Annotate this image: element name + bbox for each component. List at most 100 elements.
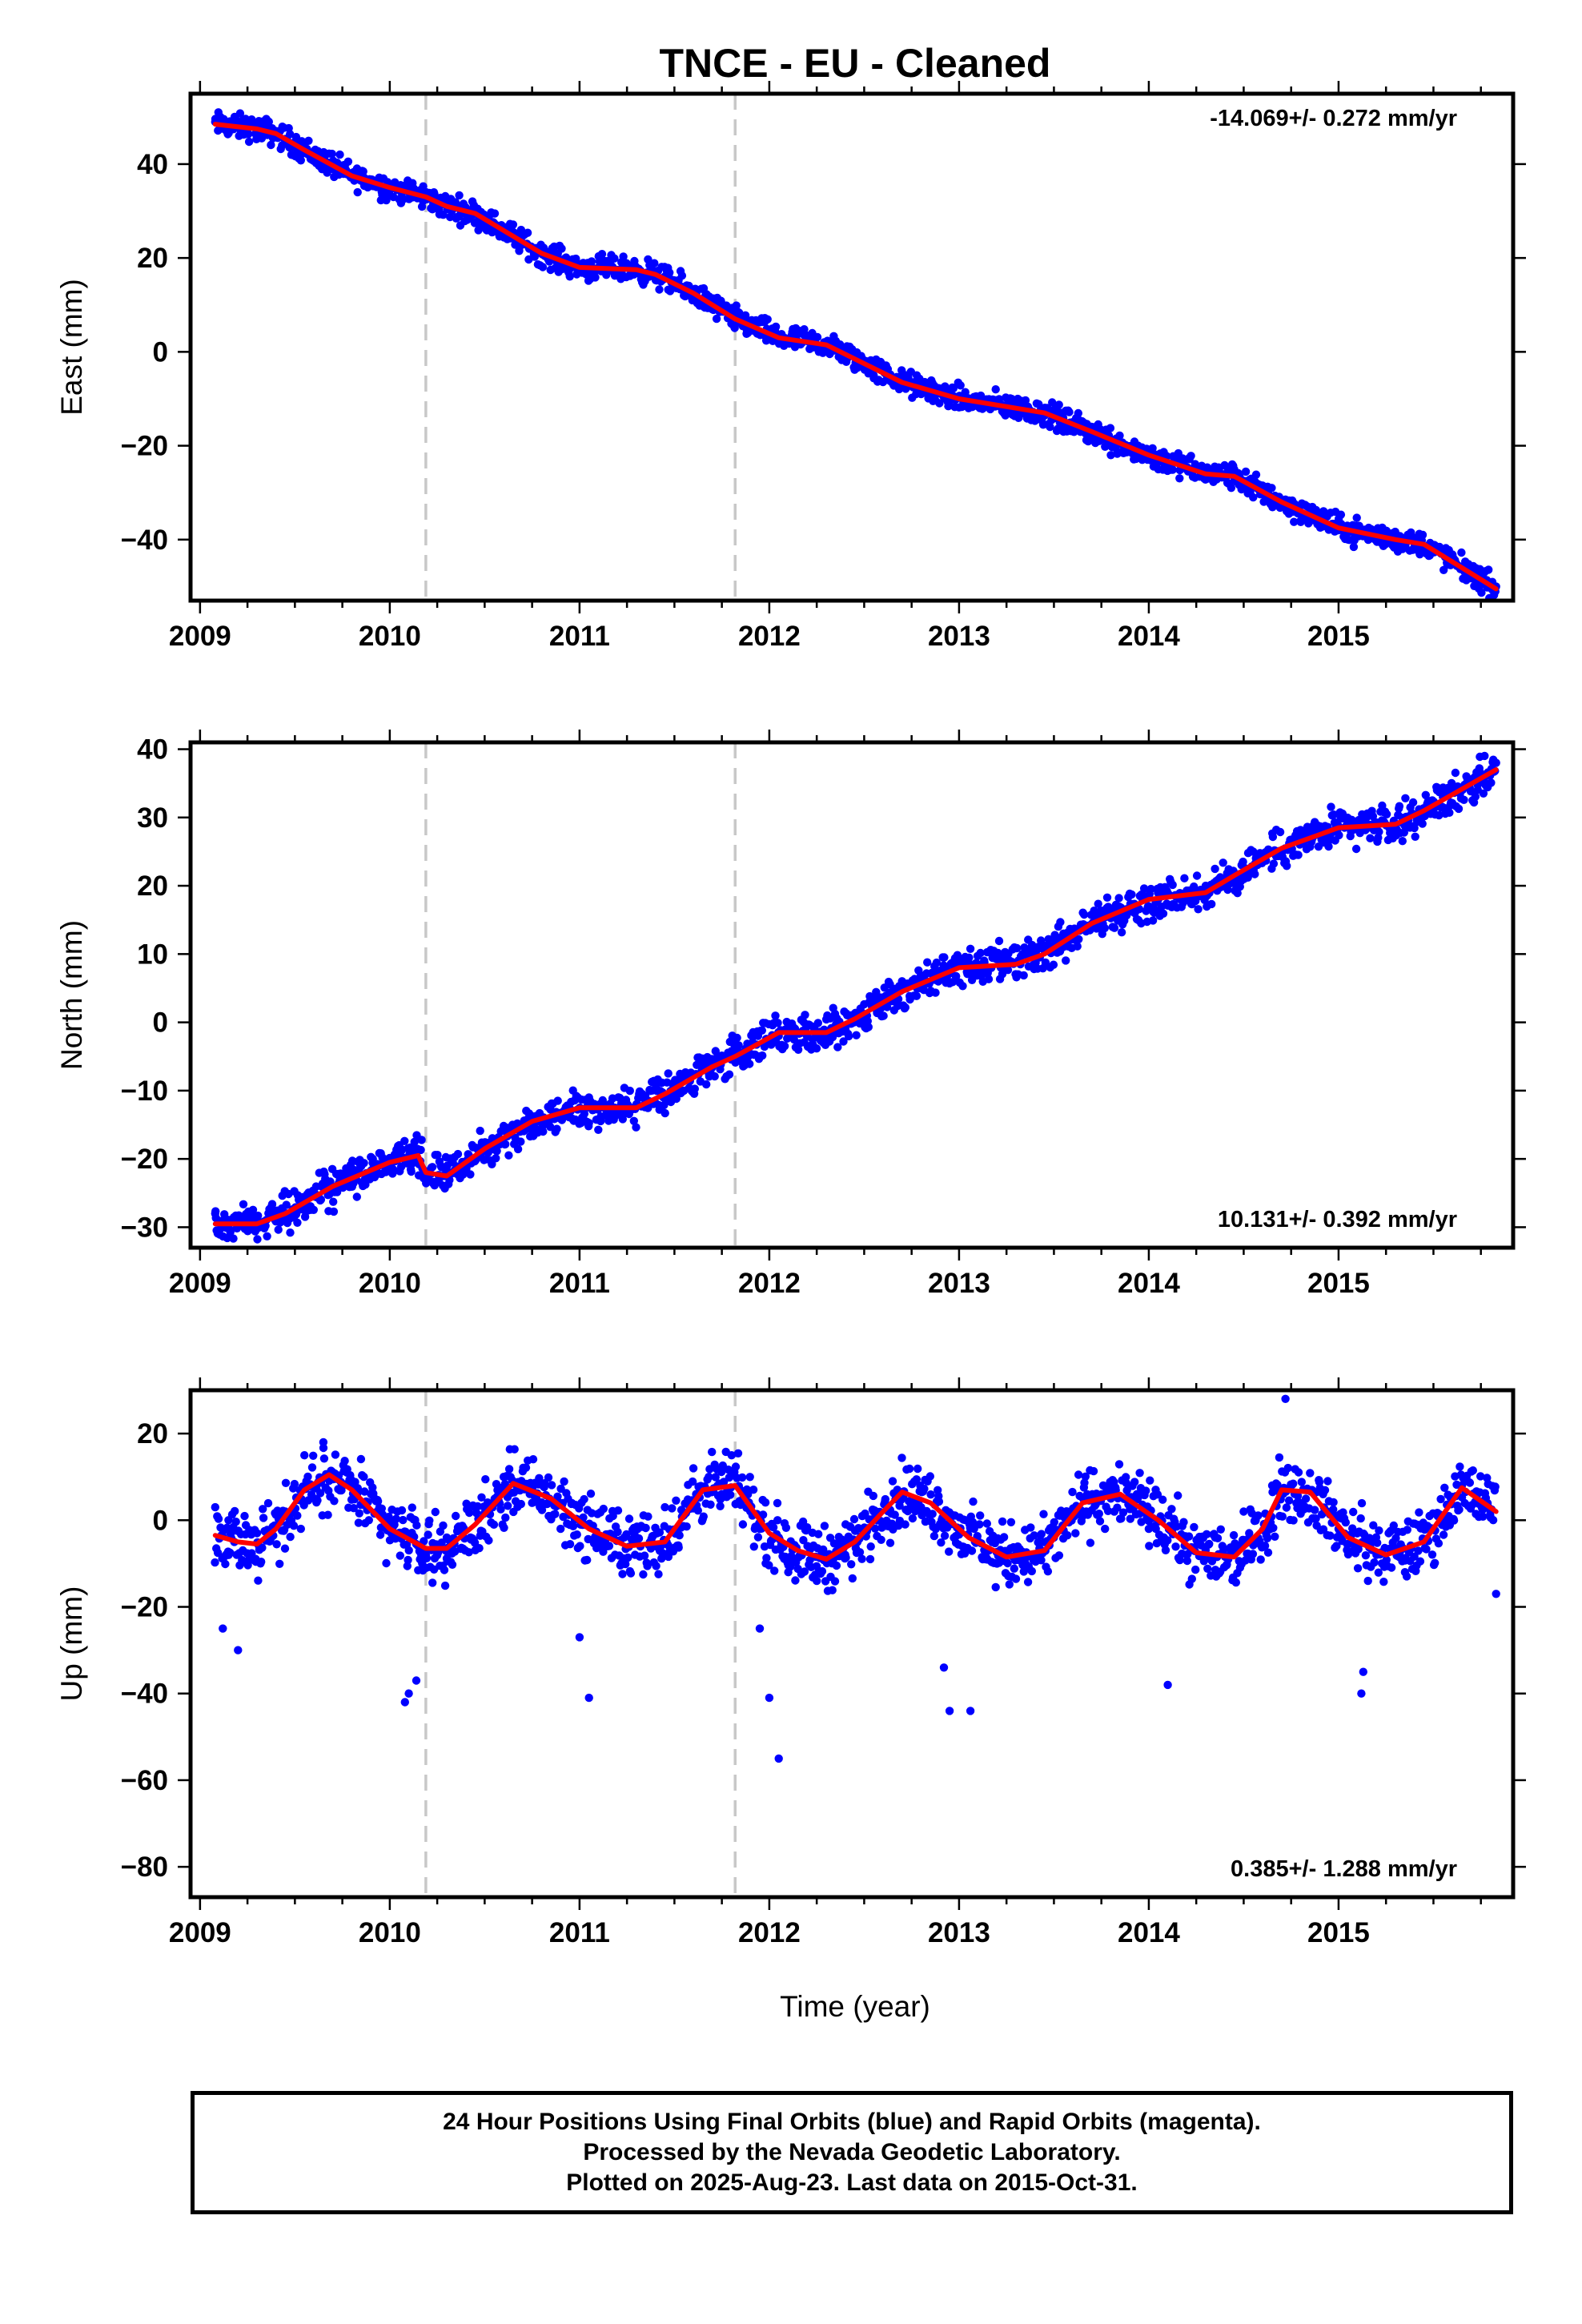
up-point bbox=[999, 1533, 1009, 1542]
up-point bbox=[857, 1554, 866, 1563]
up-x-tick-label: 2010 bbox=[359, 1917, 421, 1948]
up-point bbox=[504, 1502, 512, 1510]
east-point bbox=[1267, 484, 1276, 493]
up-point bbox=[575, 1633, 584, 1642]
up-point bbox=[1094, 1510, 1104, 1518]
up-point bbox=[765, 1561, 773, 1570]
up-point bbox=[639, 1570, 648, 1579]
up-point bbox=[510, 1445, 519, 1454]
up-point bbox=[396, 1551, 404, 1560]
east-point bbox=[665, 268, 674, 277]
up-y-tick-label: −40 bbox=[121, 1679, 168, 1710]
up-point bbox=[841, 1550, 849, 1559]
north-point bbox=[410, 1137, 419, 1147]
north-point bbox=[625, 1086, 634, 1096]
up-point bbox=[674, 1543, 683, 1552]
up-point bbox=[528, 1455, 538, 1464]
up-point bbox=[1005, 1580, 1014, 1589]
north-point bbox=[513, 1144, 523, 1154]
up-point bbox=[1387, 1563, 1396, 1572]
north-y-tick-label: −20 bbox=[121, 1144, 168, 1175]
up-point bbox=[1026, 1523, 1035, 1532]
up-point bbox=[500, 1523, 508, 1533]
up-point bbox=[761, 1498, 770, 1507]
north-point bbox=[1366, 834, 1375, 842]
up-point bbox=[613, 1506, 623, 1515]
up-point bbox=[1167, 1505, 1176, 1514]
north-point bbox=[1211, 864, 1219, 874]
north-point bbox=[931, 988, 940, 997]
east-position-points bbox=[211, 108, 1500, 601]
up-point bbox=[1296, 1498, 1305, 1507]
up-point bbox=[799, 1536, 808, 1545]
north-point bbox=[1080, 910, 1089, 919]
up-point bbox=[293, 1511, 302, 1520]
up-point bbox=[890, 1510, 899, 1519]
up-point bbox=[440, 1581, 450, 1590]
north-point bbox=[1479, 789, 1488, 798]
up-point bbox=[1153, 1490, 1162, 1499]
north-point bbox=[488, 1160, 496, 1169]
up-point bbox=[319, 1454, 329, 1463]
north-point bbox=[940, 953, 949, 962]
north-model-line bbox=[212, 767, 1499, 1227]
up-point bbox=[412, 1521, 421, 1530]
up-point bbox=[800, 1567, 809, 1576]
north-point bbox=[1134, 905, 1144, 914]
north-point bbox=[1395, 802, 1404, 810]
north-point bbox=[852, 1031, 861, 1039]
up-point bbox=[1203, 1564, 1212, 1574]
up-point bbox=[618, 1570, 627, 1578]
north-point bbox=[966, 944, 975, 954]
up-point bbox=[781, 1523, 791, 1533]
up-point bbox=[1375, 1526, 1383, 1535]
up-point bbox=[303, 1472, 312, 1482]
up-point bbox=[309, 1451, 318, 1461]
east-point bbox=[343, 157, 353, 166]
north-y-axis-label: North (mm) bbox=[55, 920, 88, 1070]
up-point bbox=[448, 1560, 457, 1570]
north-point bbox=[1375, 827, 1383, 836]
up-point bbox=[744, 1490, 753, 1499]
east-point bbox=[619, 252, 628, 261]
up-point bbox=[1306, 1469, 1315, 1478]
up-point bbox=[1282, 1503, 1291, 1512]
east-point bbox=[610, 254, 619, 263]
up-point bbox=[1205, 1539, 1214, 1549]
up-point bbox=[1311, 1514, 1320, 1523]
up-point bbox=[1043, 1567, 1053, 1576]
up-point bbox=[1283, 1463, 1293, 1473]
east-x-tick-label: 2015 bbox=[1307, 621, 1370, 652]
up-point bbox=[1135, 1469, 1144, 1478]
north-point bbox=[274, 1225, 283, 1234]
east-point bbox=[1059, 427, 1068, 436]
up-point bbox=[437, 1538, 446, 1547]
up-point bbox=[1011, 1574, 1021, 1583]
up-point bbox=[1081, 1472, 1090, 1482]
up-point bbox=[354, 1518, 363, 1527]
up-point bbox=[594, 1542, 603, 1551]
up-point bbox=[516, 1499, 525, 1509]
up-point bbox=[832, 1561, 841, 1570]
north-point bbox=[976, 948, 985, 958]
up-point bbox=[1231, 1578, 1241, 1587]
north-point bbox=[882, 1003, 892, 1011]
north-point bbox=[1194, 905, 1203, 914]
up-point bbox=[1465, 1478, 1475, 1487]
up-point bbox=[675, 1531, 684, 1540]
up-point bbox=[1293, 1491, 1303, 1501]
north-y-tick-label: −10 bbox=[121, 1076, 168, 1107]
east-y-tick-label: 0 bbox=[153, 336, 168, 368]
north-point bbox=[417, 1136, 426, 1144]
up-point bbox=[275, 1559, 284, 1569]
north-point bbox=[476, 1126, 484, 1136]
up-point bbox=[1086, 1538, 1095, 1547]
up-point bbox=[672, 1496, 681, 1506]
north-x-tick-label: 2015 bbox=[1307, 1268, 1370, 1299]
north-point bbox=[1011, 970, 1021, 979]
east-point bbox=[1148, 444, 1157, 452]
up-point bbox=[1415, 1557, 1425, 1566]
north-point bbox=[229, 1234, 238, 1243]
up-point bbox=[632, 1533, 641, 1542]
